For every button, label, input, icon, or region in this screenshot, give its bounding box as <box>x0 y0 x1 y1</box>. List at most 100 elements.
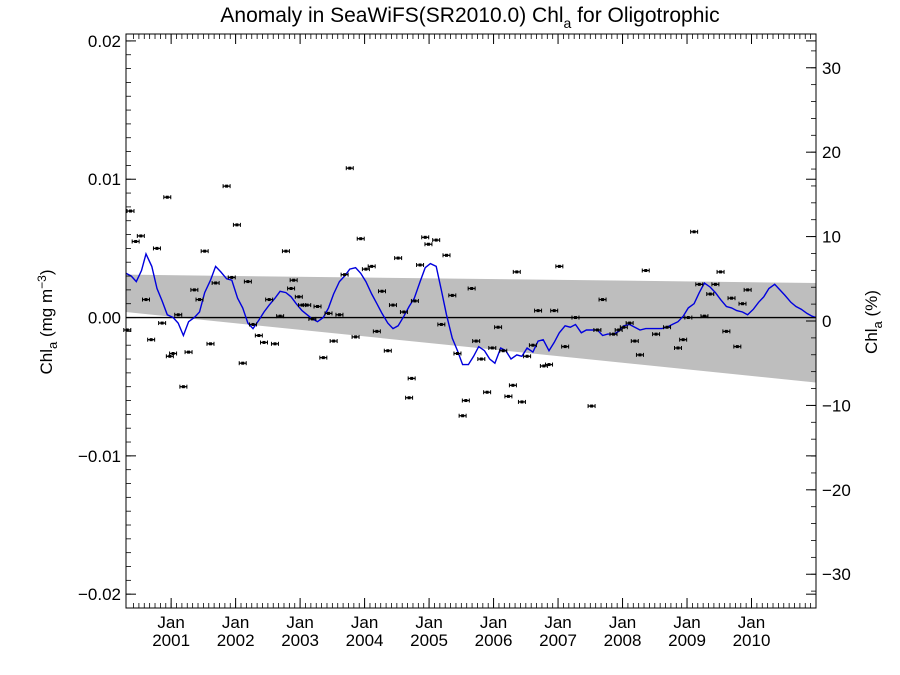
data-point <box>324 311 333 316</box>
data-point <box>287 286 296 291</box>
data-point <box>700 314 709 319</box>
data-point <box>587 404 596 409</box>
data-point <box>345 166 354 171</box>
data-point <box>472 339 481 344</box>
data-point <box>711 282 720 287</box>
data-point <box>356 236 365 241</box>
data-point <box>528 343 537 348</box>
data-point <box>319 355 328 360</box>
data-point <box>243 279 252 284</box>
data-point <box>232 222 241 227</box>
data-point <box>467 286 476 291</box>
x-tick-label-year: 2007 <box>539 631 577 650</box>
y-right-tick-label: 10 <box>822 228 841 247</box>
data-point <box>458 413 467 418</box>
data-point <box>508 383 517 388</box>
data-point <box>378 289 387 294</box>
x-tick-label-month: Jan <box>480 613 507 632</box>
x-tick-label-year: 2006 <box>475 631 513 650</box>
data-point <box>504 394 513 399</box>
x-tick-label-month: Jan <box>673 613 700 632</box>
data-point <box>294 294 303 299</box>
data-point <box>593 327 602 332</box>
data-point <box>388 303 397 308</box>
data-point <box>609 332 618 337</box>
data-point <box>351 334 360 339</box>
data-point <box>265 297 274 302</box>
x-tick-label-month: Jan <box>738 613 765 632</box>
data-point <box>517 399 526 404</box>
data-point <box>421 235 430 240</box>
data-point <box>545 362 554 367</box>
data-point <box>200 249 209 254</box>
data-point <box>270 341 279 346</box>
x-tick-label-year: 2002 <box>217 631 255 650</box>
y-axis-label-right: Chla (%) <box>862 290 885 354</box>
y-right-tick-label: −20 <box>822 481 851 500</box>
x-tick-label-year: 2009 <box>668 631 706 650</box>
data-point <box>335 312 344 317</box>
data-point <box>477 357 486 362</box>
data-point <box>303 303 312 308</box>
data-point <box>184 350 193 355</box>
data-point <box>499 348 508 353</box>
axis-ticks-layer <box>126 33 816 609</box>
data-point <box>716 269 725 274</box>
data-point <box>289 278 298 283</box>
data-point <box>679 337 688 342</box>
data-point <box>432 238 441 243</box>
data-point <box>690 229 699 234</box>
data-point <box>641 268 650 273</box>
data-point <box>614 327 623 332</box>
data-point <box>448 293 457 298</box>
x-tick-label-month: Jan <box>157 613 184 632</box>
data-point <box>152 246 161 251</box>
x-tick-label-month: Jan <box>544 613 571 632</box>
x-tick-label-month: Jan <box>286 613 313 632</box>
uncertainty-band <box>126 274 816 383</box>
data-point <box>598 297 607 302</box>
x-tick-label-month: Jan <box>609 613 636 632</box>
data-point <box>410 298 419 303</box>
series-line-running-mean <box>125 251 817 366</box>
data-point <box>169 351 178 356</box>
data-point <box>141 297 150 302</box>
data-point <box>733 344 742 349</box>
data-point <box>147 337 156 342</box>
y-axis-label-right-post: (%) <box>862 290 881 321</box>
data-point <box>571 315 580 320</box>
data-point <box>635 352 644 357</box>
chart-title: Anomaly in SeaWiFS(SR2010.0) Chla for Ol… <box>220 4 719 31</box>
y-axis-label-left-unit-sup: −3 <box>35 275 49 289</box>
data-point <box>442 253 451 258</box>
data-point <box>534 308 543 313</box>
data-point <box>561 344 570 349</box>
y-axis-label-left-unit-close: ) <box>37 270 56 276</box>
chart-title-suffix: for Oligotrophic <box>571 4 719 27</box>
y-right-tick-label: −10 <box>822 396 851 415</box>
anomaly-line-layer <box>125 251 817 366</box>
x-tick-label-month: Jan <box>222 613 249 632</box>
data-point <box>367 264 376 269</box>
data-point <box>684 315 693 320</box>
x-tick-label-month: Jan <box>351 613 378 632</box>
data-point <box>383 348 392 353</box>
data-point <box>663 325 672 330</box>
x-tick-label-year: 2004 <box>346 631 384 650</box>
data-point <box>727 296 736 301</box>
data-point <box>652 332 661 337</box>
data-point <box>625 321 634 326</box>
data-point <box>461 398 470 403</box>
data-point <box>308 316 317 321</box>
x-tick-label-year: 2005 <box>410 631 448 650</box>
data-point <box>453 351 462 356</box>
data-point <box>249 322 258 327</box>
x-tick-label-month: Jan <box>415 613 442 632</box>
data-point <box>394 256 403 261</box>
data-point <box>179 384 188 389</box>
y-right-tick-label: 0 <box>822 312 831 331</box>
data-point <box>743 287 752 292</box>
data-point <box>281 249 290 254</box>
data-point <box>163 195 172 200</box>
